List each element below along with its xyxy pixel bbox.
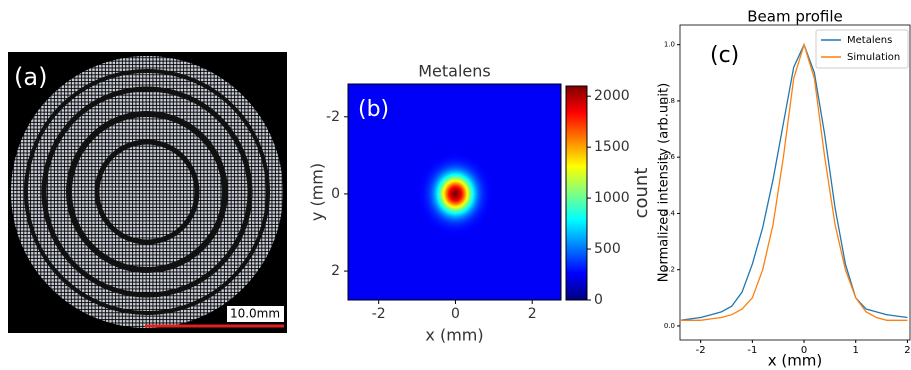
heatmap-spot-level bbox=[455, 193, 456, 194]
x-axis-label: x (mm) bbox=[425, 326, 483, 345]
y-axis-label: y (mm) bbox=[308, 163, 327, 221]
scale-bar-label: 10.0mm bbox=[230, 307, 280, 321]
colorbar-tick-label: 0 bbox=[594, 292, 603, 308]
x-tick-label: 2 bbox=[904, 345, 910, 356]
chart-title: Metalens bbox=[418, 62, 491, 81]
colorbar-tick-label: 1500 bbox=[594, 139, 630, 155]
line-area bbox=[680, 45, 907, 321]
legend-label: Metalens bbox=[847, 35, 892, 46]
colorbar-tick-label: 1000 bbox=[594, 190, 630, 206]
data-line bbox=[680, 45, 907, 321]
data-line bbox=[680, 45, 907, 321]
figure: (a) 10.0mm -2 0 2 -2 0 2 Metalens x (mm) y (mm) (… bbox=[0, 0, 911, 370]
panel-label: (b) bbox=[358, 97, 389, 122]
x-tick-label: 0 bbox=[451, 306, 460, 322]
x-tick-label: -1 bbox=[747, 345, 757, 356]
x-tick-label: -2 bbox=[696, 345, 706, 356]
colorbar bbox=[566, 86, 587, 300]
panel-label: (a) bbox=[14, 63, 47, 91]
legend-label: Simulation bbox=[847, 52, 900, 63]
colorbar-tick-label: 2000 bbox=[594, 88, 630, 104]
y-tick-label: 0 bbox=[331, 186, 340, 202]
y-tick-label: 0.0 bbox=[664, 322, 675, 330]
y-tick-label: -2 bbox=[326, 109, 340, 125]
page: (a) 10.0mm -2 0 2 -2 0 2 Metalens x (mm) y (mm) (… bbox=[0, 0, 911, 370]
x-tick-label: 1 bbox=[853, 345, 859, 356]
y-tick-label: 2 bbox=[331, 263, 340, 279]
panel-label: (c) bbox=[710, 43, 739, 68]
y-tick-label: 1.0 bbox=[664, 41, 675, 49]
lens-image bbox=[8, 52, 287, 333]
chart-title: Beam profile bbox=[747, 8, 842, 26]
x-tick-label: -2 bbox=[372, 306, 386, 322]
colorbar-tick-label: 500 bbox=[594, 241, 621, 257]
x-tick-label: 2 bbox=[528, 306, 537, 322]
y-axis-label: Normalized intensity (arb.unit) bbox=[657, 83, 672, 282]
colorbar-label: count bbox=[631, 168, 652, 219]
x-axis-label: x (mm) bbox=[768, 352, 823, 370]
